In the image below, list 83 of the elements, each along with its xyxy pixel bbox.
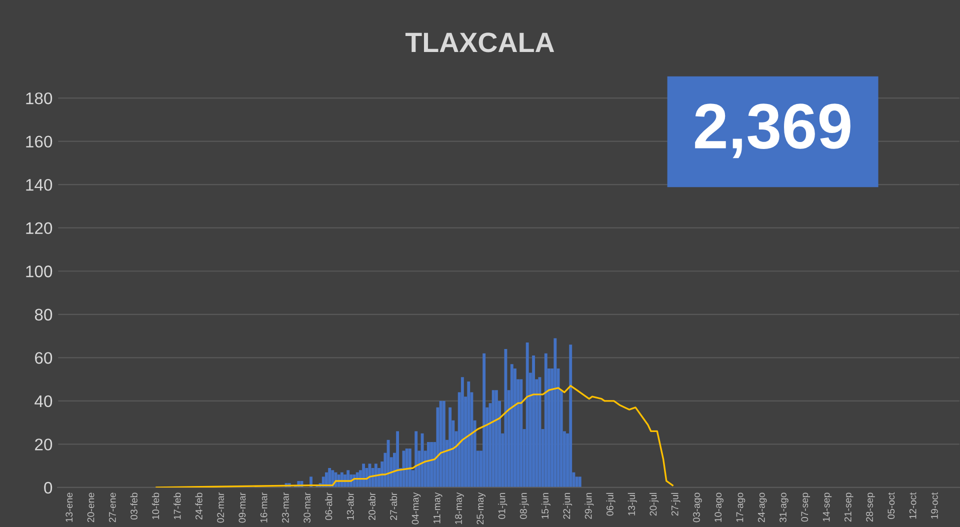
bar [514, 368, 516, 488]
x-tick-label: 27-jul [671, 492, 680, 516]
bar [554, 338, 557, 488]
x-tick-label: 27-ene [108, 492, 116, 522]
y-tick-label: 80 [34, 308, 52, 321]
x-tick-label: 21-sep [844, 492, 854, 522]
x-tick-label: 25-may [476, 492, 486, 524]
bar [442, 400, 446, 488]
x-tick-label: 06-abr [325, 492, 332, 520]
x-tick-label: 28-sep [866, 492, 875, 522]
bar [439, 400, 442, 488]
bar [569, 344, 572, 488]
x-tick-label: 14-sep [822, 492, 832, 522]
bar [575, 476, 578, 488]
bar [408, 448, 412, 488]
x-tick-label: 03-ago [693, 492, 702, 522]
x-tick-label: 19-oct [931, 492, 938, 519]
bar [578, 476, 582, 488]
x-tick-label: 31-ago [780, 492, 788, 522]
bar [510, 364, 514, 488]
x-tick-label: 27-abr [390, 492, 398, 520]
y-tick-label: 40 [34, 395, 52, 408]
y-tick-label: 120 [26, 222, 52, 234]
x-tick-label: 10-feb [152, 492, 160, 520]
y-tick-label: 0 [44, 482, 52, 494]
x-tick-label: 05-oct [888, 492, 895, 519]
bar [328, 468, 332, 488]
y-tick-label: 100 [26, 266, 52, 278]
x-tick-label: 23-mar [282, 492, 289, 523]
bar [362, 464, 366, 488]
x-tick-label: 16-mar [260, 492, 268, 522]
x-tick-label: 29-jun [584, 492, 594, 519]
bar [374, 464, 378, 488]
x-tick-label: 02-mar [217, 492, 224, 523]
x-tick-label: 17-ago [736, 492, 746, 522]
bar [532, 356, 535, 488]
bar [448, 407, 452, 488]
x-tick-label: 13-jul [628, 492, 637, 516]
x-tick-label: 22-jun [562, 492, 572, 519]
x-tick-label: 01-jun [498, 492, 508, 519]
bar [460, 377, 464, 488]
x-tick-label: 12-oct [909, 492, 916, 519]
y-tick-label: 180 [26, 92, 52, 104]
bar [520, 379, 523, 488]
x-tick-label: 13-ene [66, 492, 73, 522]
x-tick-label: 07-sep [801, 492, 810, 522]
x-tick-label: 20-ene [87, 492, 94, 522]
chart-title: TLAXCALA [405, 32, 554, 52]
x-tick-label: 17-feb [174, 492, 181, 520]
bar [396, 431, 400, 488]
y-tick-label: 160 [26, 136, 52, 148]
bar [494, 390, 498, 488]
x-tick-label: 24-ago [758, 492, 767, 522]
bar [430, 442, 434, 488]
x-tick-label: 03-feb [130, 492, 138, 520]
x-tick-label: 08-jun [520, 492, 529, 519]
bar [492, 390, 495, 488]
bar [414, 431, 418, 488]
bar [467, 381, 470, 488]
annotation: 2,369 [695, 104, 850, 158]
bar [538, 377, 542, 488]
bar [526, 342, 529, 488]
y-tick-label: 140 [26, 178, 52, 191]
x-tick-label: 06-jul [606, 492, 616, 516]
x-tick-label: 24-feb [195, 492, 202, 520]
x-tick-label: 13-abr [346, 492, 354, 520]
x-tick-label: 04-may [412, 492, 421, 524]
bar [405, 448, 408, 488]
x-tick-label: 10-ago [714, 492, 724, 522]
bar [544, 353, 548, 488]
x-tick-label: 20-jul [650, 492, 659, 516]
bar [426, 442, 430, 488]
line-series [156, 384, 674, 488]
y-tick-label: 20 [35, 438, 52, 450]
x-tick-label: 18-may [455, 492, 464, 524]
x-tick-label: 20-abr [368, 492, 376, 520]
bar [504, 349, 508, 488]
y-tick-label: 60 [35, 352, 52, 364]
x-tick-label: 09-mar [238, 492, 246, 523]
x-tick-label: 30-mar [304, 492, 311, 523]
x-tick-label: 15-jun [541, 492, 550, 519]
bar [482, 353, 486, 488]
x-tick-label: 11-may [434, 492, 442, 524]
